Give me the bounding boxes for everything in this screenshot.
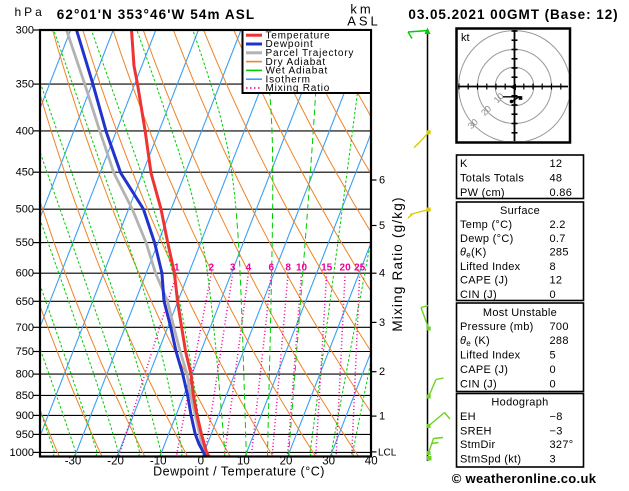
svg-text:StmSpd (kt): StmSpd (kt) [460,454,521,466]
svg-text:700: 700 [550,321,569,333]
svg-text:300: 300 [16,25,34,37]
svg-text:EH: EH [460,411,476,423]
svg-text:285: 285 [550,247,569,259]
svg-text:650: 650 [16,296,34,308]
svg-text:4: 4 [246,263,252,274]
svg-text:−8: −8 [550,411,563,423]
svg-text:62°01'N 353°46'W 54m ASL: 62°01'N 353°46'W 54m ASL [57,7,255,22]
svg-text:θe (K): θe (K) [460,335,490,348]
svg-text:3: 3 [379,317,385,329]
svg-text:12: 12 [550,275,563,287]
svg-text:6: 6 [379,175,385,187]
svg-text:Totals Totals: Totals Totals [460,173,524,185]
svg-text:25: 25 [354,263,366,274]
svg-text:-20: -20 [107,456,124,468]
svg-text:Mixing Ratio: Mixing Ratio [266,83,331,94]
svg-text:327°: 327° [550,439,574,451]
svg-text:CAPE (J): CAPE (J) [460,275,508,287]
svg-text:8: 8 [550,261,556,273]
svg-text:Temp (°C): Temp (°C) [460,219,512,231]
svg-text:CAPE (J): CAPE (J) [460,364,508,376]
svg-text:StmDir: StmDir [460,439,495,451]
svg-text:12: 12 [550,158,563,170]
svg-text:Most Unstable: Most Unstable [483,307,557,319]
svg-text:2: 2 [379,366,385,378]
svg-text:400: 400 [16,125,34,137]
svg-text:Dewp (°C): Dewp (°C) [460,233,514,245]
svg-text:750: 750 [16,346,34,358]
svg-text:0: 0 [550,289,556,301]
svg-text:km: km [350,2,373,17]
svg-text:1: 1 [379,411,385,423]
svg-text:CIN (J): CIN (J) [460,289,497,301]
svg-text:4: 4 [379,268,385,280]
svg-text:48: 48 [550,173,563,185]
svg-text:Wet Adiabat: Wet Adiabat [266,66,329,77]
svg-text:800: 800 [16,369,34,381]
svg-text:350: 350 [16,79,34,91]
svg-text:0.86: 0.86 [550,187,573,199]
svg-text:LCL: LCL [378,447,397,458]
svg-text:950: 950 [16,429,34,441]
svg-text:550: 550 [16,237,34,249]
svg-text:Lifted Index: Lifted Index [460,261,521,273]
svg-text:0.7: 0.7 [550,233,566,245]
svg-text:K: K [460,158,468,170]
svg-text:0: 0 [550,379,556,391]
svg-text:ASL: ASL [347,14,381,29]
svg-text:5: 5 [550,350,556,362]
svg-text:Pressure (mb): Pressure (mb) [460,321,534,333]
svg-text:Dewpoint / Temperature (°C): Dewpoint / Temperature (°C) [153,465,325,479]
svg-text:Surface: Surface [500,205,540,217]
svg-text:5: 5 [379,220,385,232]
svg-text:kt: kt [461,32,470,44]
svg-text:700: 700 [16,322,34,334]
svg-text:SREH: SREH [460,426,492,438]
svg-text:Temperature: Temperature [266,30,331,41]
svg-text:Parcel Trajectory: Parcel Trajectory [266,48,355,59]
svg-text:1000: 1000 [10,447,34,459]
svg-text:Dewpoint: Dewpoint [266,39,314,50]
svg-text:10: 10 [492,91,506,105]
svg-text:15: 15 [321,263,333,274]
svg-text:−3: −3 [550,426,563,438]
svg-text:-30: -30 [65,456,82,468]
svg-text:CIN (J): CIN (J) [460,379,497,391]
svg-text:θe(K): θe(K) [460,247,487,260]
svg-text:© weatheronline.co.uk: © weatheronline.co.uk [452,471,597,486]
svg-text:Dry Adiabat: Dry Adiabat [266,57,327,68]
svg-text:3: 3 [230,263,236,274]
svg-text:500: 500 [16,204,34,216]
svg-text:Mixing Ratio (g/kg): Mixing Ratio (g/kg) [390,196,405,331]
svg-text:hPa: hPa [15,5,45,19]
svg-text:10: 10 [296,263,308,274]
svg-text:1: 1 [174,263,180,274]
svg-text:30: 30 [322,456,335,468]
svg-text:0: 0 [550,364,556,376]
svg-text:288: 288 [550,335,569,347]
svg-text:6: 6 [269,263,275,274]
svg-text:8: 8 [285,263,291,274]
svg-text:20: 20 [340,263,352,274]
svg-text:PW (cm): PW (cm) [460,187,505,199]
svg-text:2.2: 2.2 [550,219,566,231]
svg-text:Isotherm: Isotherm [266,74,311,85]
svg-text:40: 40 [365,456,378,468]
svg-text:3: 3 [550,454,556,466]
svg-text:2: 2 [209,263,215,274]
svg-text:-10: -10 [150,456,167,468]
svg-text:0: 0 [198,456,204,468]
svg-text:850: 850 [16,390,34,402]
svg-text:20: 20 [280,456,293,468]
svg-text:Lifted Index: Lifted Index [460,350,521,362]
svg-text:450: 450 [16,167,34,179]
svg-text:03.05.2021 00GMT (Base: 12): 03.05.2021 00GMT (Base: 12) [408,7,618,22]
svg-text:600: 600 [16,268,34,280]
svg-text:10: 10 [237,456,250,468]
svg-text:Hodograph: Hodograph [491,397,548,409]
svg-text:900: 900 [16,410,34,422]
